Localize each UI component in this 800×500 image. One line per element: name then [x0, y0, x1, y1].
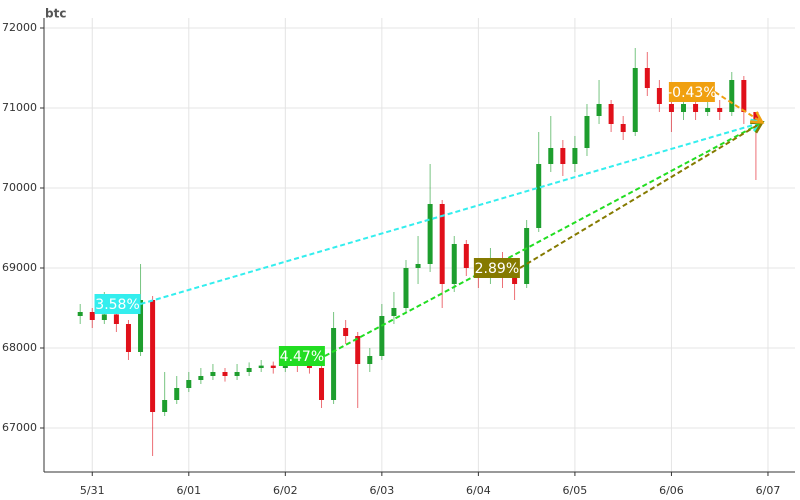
candle-body	[379, 316, 385, 356]
candle-body	[512, 276, 518, 284]
candle-body	[693, 104, 699, 112]
x-tick-label: 6/02	[273, 484, 298, 497]
candle-body	[572, 148, 578, 164]
candle-body	[246, 368, 252, 372]
annotation-box	[94, 294, 141, 314]
candle-body	[524, 228, 530, 284]
candle-body	[451, 244, 457, 284]
candle-body	[77, 312, 83, 316]
x-tick-label: 6/07	[756, 484, 781, 497]
candle-body	[729, 80, 735, 112]
candle-body	[234, 372, 240, 376]
candle-body	[741, 80, 747, 112]
annotation-label: 2.89%	[475, 261, 519, 277]
candle-body	[620, 124, 626, 132]
y-tick-label: 70000	[2, 181, 37, 194]
candle-body	[113, 314, 119, 324]
candle-body	[608, 104, 614, 124]
candle-body	[548, 148, 554, 164]
candle-body	[596, 104, 602, 116]
x-tick-label: 6/06	[659, 484, 684, 497]
candle-body	[258, 365, 264, 368]
x-tick-label: 6/01	[176, 484, 201, 497]
candle-body	[186, 380, 192, 388]
x-tick-label: 6/03	[370, 484, 395, 497]
candle-body	[210, 372, 216, 376]
candle-body	[150, 300, 156, 412]
candle-body	[306, 365, 312, 368]
annotation-box	[278, 346, 325, 366]
annotation-label: 3.58%	[95, 297, 139, 313]
annotation-box	[668, 82, 715, 102]
candle-body	[415, 264, 421, 268]
candle-body	[717, 108, 723, 112]
annotation-label: -0.43%	[667, 85, 717, 101]
candle-body	[632, 68, 638, 132]
y-tick-label: 71000	[2, 101, 37, 114]
y-tick-label: 72000	[2, 21, 37, 34]
candle-body	[343, 328, 349, 336]
candle-body	[463, 244, 469, 268]
candle-body	[162, 400, 168, 412]
candle-body	[439, 204, 445, 284]
y-tick-label: 68000	[2, 341, 37, 354]
x-tick-label: 6/04	[466, 484, 491, 497]
y-tick-label: 67000	[2, 421, 37, 434]
candle-body	[403, 268, 409, 308]
candle-body	[101, 314, 107, 320]
chart-title: btc	[45, 7, 66, 21]
candle-body	[355, 336, 361, 364]
candle-body	[644, 68, 650, 88]
candle-body	[536, 164, 542, 228]
y-tick-label: 69000	[2, 261, 37, 274]
candle-body	[319, 368, 325, 400]
candle-body	[138, 300, 144, 352]
x-tick-label: 5/31	[80, 484, 105, 497]
candle-body	[668, 104, 674, 112]
annotation-arrow	[140, 121, 763, 305]
arrow-head	[750, 111, 765, 124]
annotation-arrow	[519, 121, 763, 269]
candle-body	[198, 376, 204, 380]
candle-body	[584, 116, 590, 148]
candle-body	[270, 365, 276, 368]
x-tick-label: 6/05	[563, 484, 588, 497]
candle-body	[681, 104, 687, 112]
annotation-box	[473, 258, 520, 278]
candle-body	[174, 388, 180, 400]
candle-body	[656, 88, 662, 104]
candle-body	[705, 108, 711, 112]
annotation-arrow	[324, 121, 763, 357]
candle-body	[560, 148, 566, 164]
candle-body	[331, 328, 337, 400]
annotation-label: 4.47%	[280, 349, 324, 365]
candle-body	[125, 324, 131, 352]
candle-body	[367, 356, 373, 364]
candle-body	[89, 312, 95, 320]
candle-body	[222, 372, 228, 376]
annotation-arrow	[714, 91, 763, 124]
candle-body	[427, 204, 433, 264]
candle-body	[391, 308, 397, 316]
